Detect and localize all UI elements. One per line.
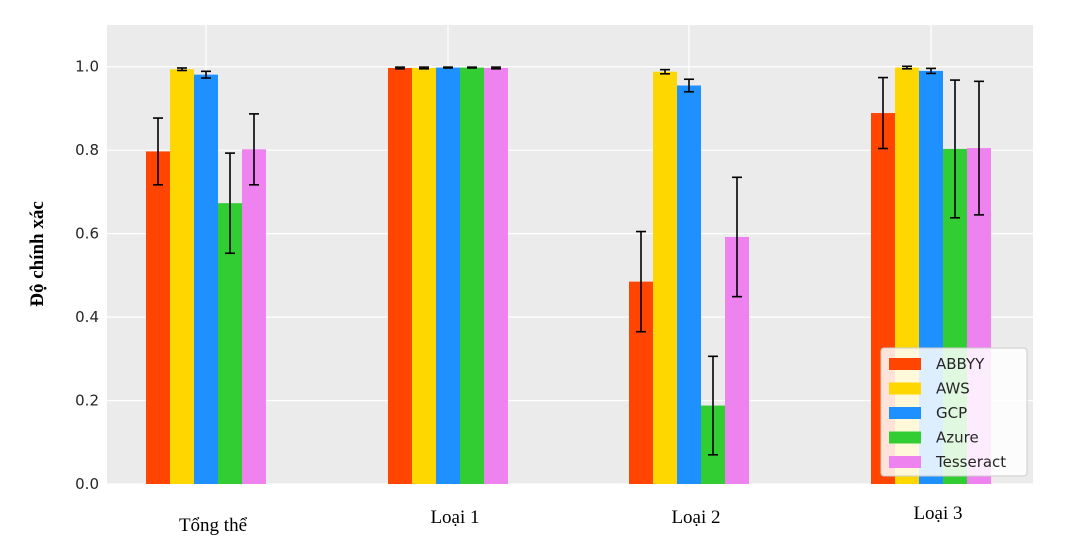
error-bar-gcp-2 bbox=[684, 78, 694, 93]
error-bar-azure-1 bbox=[467, 66, 477, 69]
legend-label: GCP bbox=[936, 404, 967, 422]
x-category-label: Loại 3 bbox=[913, 503, 962, 524]
bar-gcp-1 bbox=[436, 67, 460, 484]
legend-item-azure: Azure bbox=[889, 429, 979, 447]
y-tick-label: 0.8 bbox=[75, 141, 99, 159]
bar-gcp-2 bbox=[677, 85, 701, 484]
x-category-label: Loại 1 bbox=[430, 507, 479, 528]
bar-tesseract-1 bbox=[484, 67, 508, 484]
error-bar-azure-2 bbox=[708, 355, 718, 456]
error-bar-azure-0 bbox=[225, 152, 235, 255]
y-tick-label: 0.4 bbox=[75, 308, 99, 326]
bar-abbyy-0 bbox=[146, 151, 170, 484]
legend-label: Azure bbox=[936, 429, 979, 447]
y-tick-label: 0.2 bbox=[75, 392, 99, 410]
legend-label: ABBYY bbox=[936, 355, 985, 373]
y-tick-label: 1.0 bbox=[75, 58, 99, 76]
x-axis-category-labels: Tổng thể Loại 1 Loại 2 Loại 3 bbox=[179, 503, 963, 536]
error-bar-gcp-3 bbox=[926, 67, 936, 75]
x-category-label: Loại 2 bbox=[671, 507, 720, 528]
bar-aws-1 bbox=[412, 67, 436, 484]
error-bar-aws-0 bbox=[177, 67, 187, 72]
legend-item-gcp: GCP bbox=[889, 404, 967, 422]
error-bars bbox=[153, 65, 984, 456]
y-axis-ticks: 0.0 0.2 0.4 0.6 0.8 1.0 bbox=[75, 58, 99, 493]
error-bar-tesseract-1 bbox=[491, 66, 501, 70]
legend-item-aws: AWS bbox=[889, 380, 970, 398]
legend-swatch bbox=[889, 382, 921, 395]
y-axis-label: Độ chính xác bbox=[27, 201, 48, 307]
legend-label: AWS bbox=[936, 380, 970, 398]
legend-swatch bbox=[889, 358, 921, 370]
bar-gcp-0 bbox=[194, 74, 218, 484]
error-bar-abbyy-1 bbox=[395, 66, 405, 70]
error-bar-tesseract-0 bbox=[249, 113, 259, 186]
legend-swatch bbox=[889, 431, 921, 444]
legend-item-abbyy: ABBYY bbox=[889, 355, 985, 373]
error-bar-abbyy-2 bbox=[636, 230, 646, 333]
error-bar-gcp-0 bbox=[201, 70, 211, 79]
error-bar-aws-2 bbox=[660, 68, 670, 75]
bar-tesseract-0 bbox=[242, 149, 266, 484]
bar-azure-1 bbox=[460, 67, 484, 484]
error-bar-gcp-1 bbox=[443, 66, 453, 69]
legend-label: Tesseract bbox=[935, 453, 1006, 471]
error-bar-tesseract-3 bbox=[974, 80, 984, 216]
error-bar-abbyy-3 bbox=[878, 76, 888, 150]
legend: ABBYY AWS GCP Azure Tesseract bbox=[880, 347, 1028, 477]
bar-aws-0 bbox=[170, 69, 194, 485]
y-tick-label: 0.6 bbox=[75, 225, 99, 243]
error-bar-abbyy-0 bbox=[153, 117, 163, 186]
legend-swatch bbox=[889, 407, 921, 419]
error-bar-aws-3 bbox=[902, 65, 912, 70]
bar-aws-2 bbox=[653, 71, 677, 484]
legend-swatch bbox=[889, 456, 921, 468]
bar-abbyy-1 bbox=[388, 67, 412, 484]
error-bar-aws-1 bbox=[419, 66, 429, 70]
y-tick-label: 0.0 bbox=[75, 475, 99, 493]
x-category-label: Tổng thể bbox=[179, 515, 248, 536]
legend-item-tesseract: Tesseract bbox=[889, 453, 1006, 471]
error-bar-tesseract-2 bbox=[732, 176, 742, 298]
error-bar-azure-3 bbox=[950, 79, 960, 219]
legend-box bbox=[880, 347, 1028, 477]
